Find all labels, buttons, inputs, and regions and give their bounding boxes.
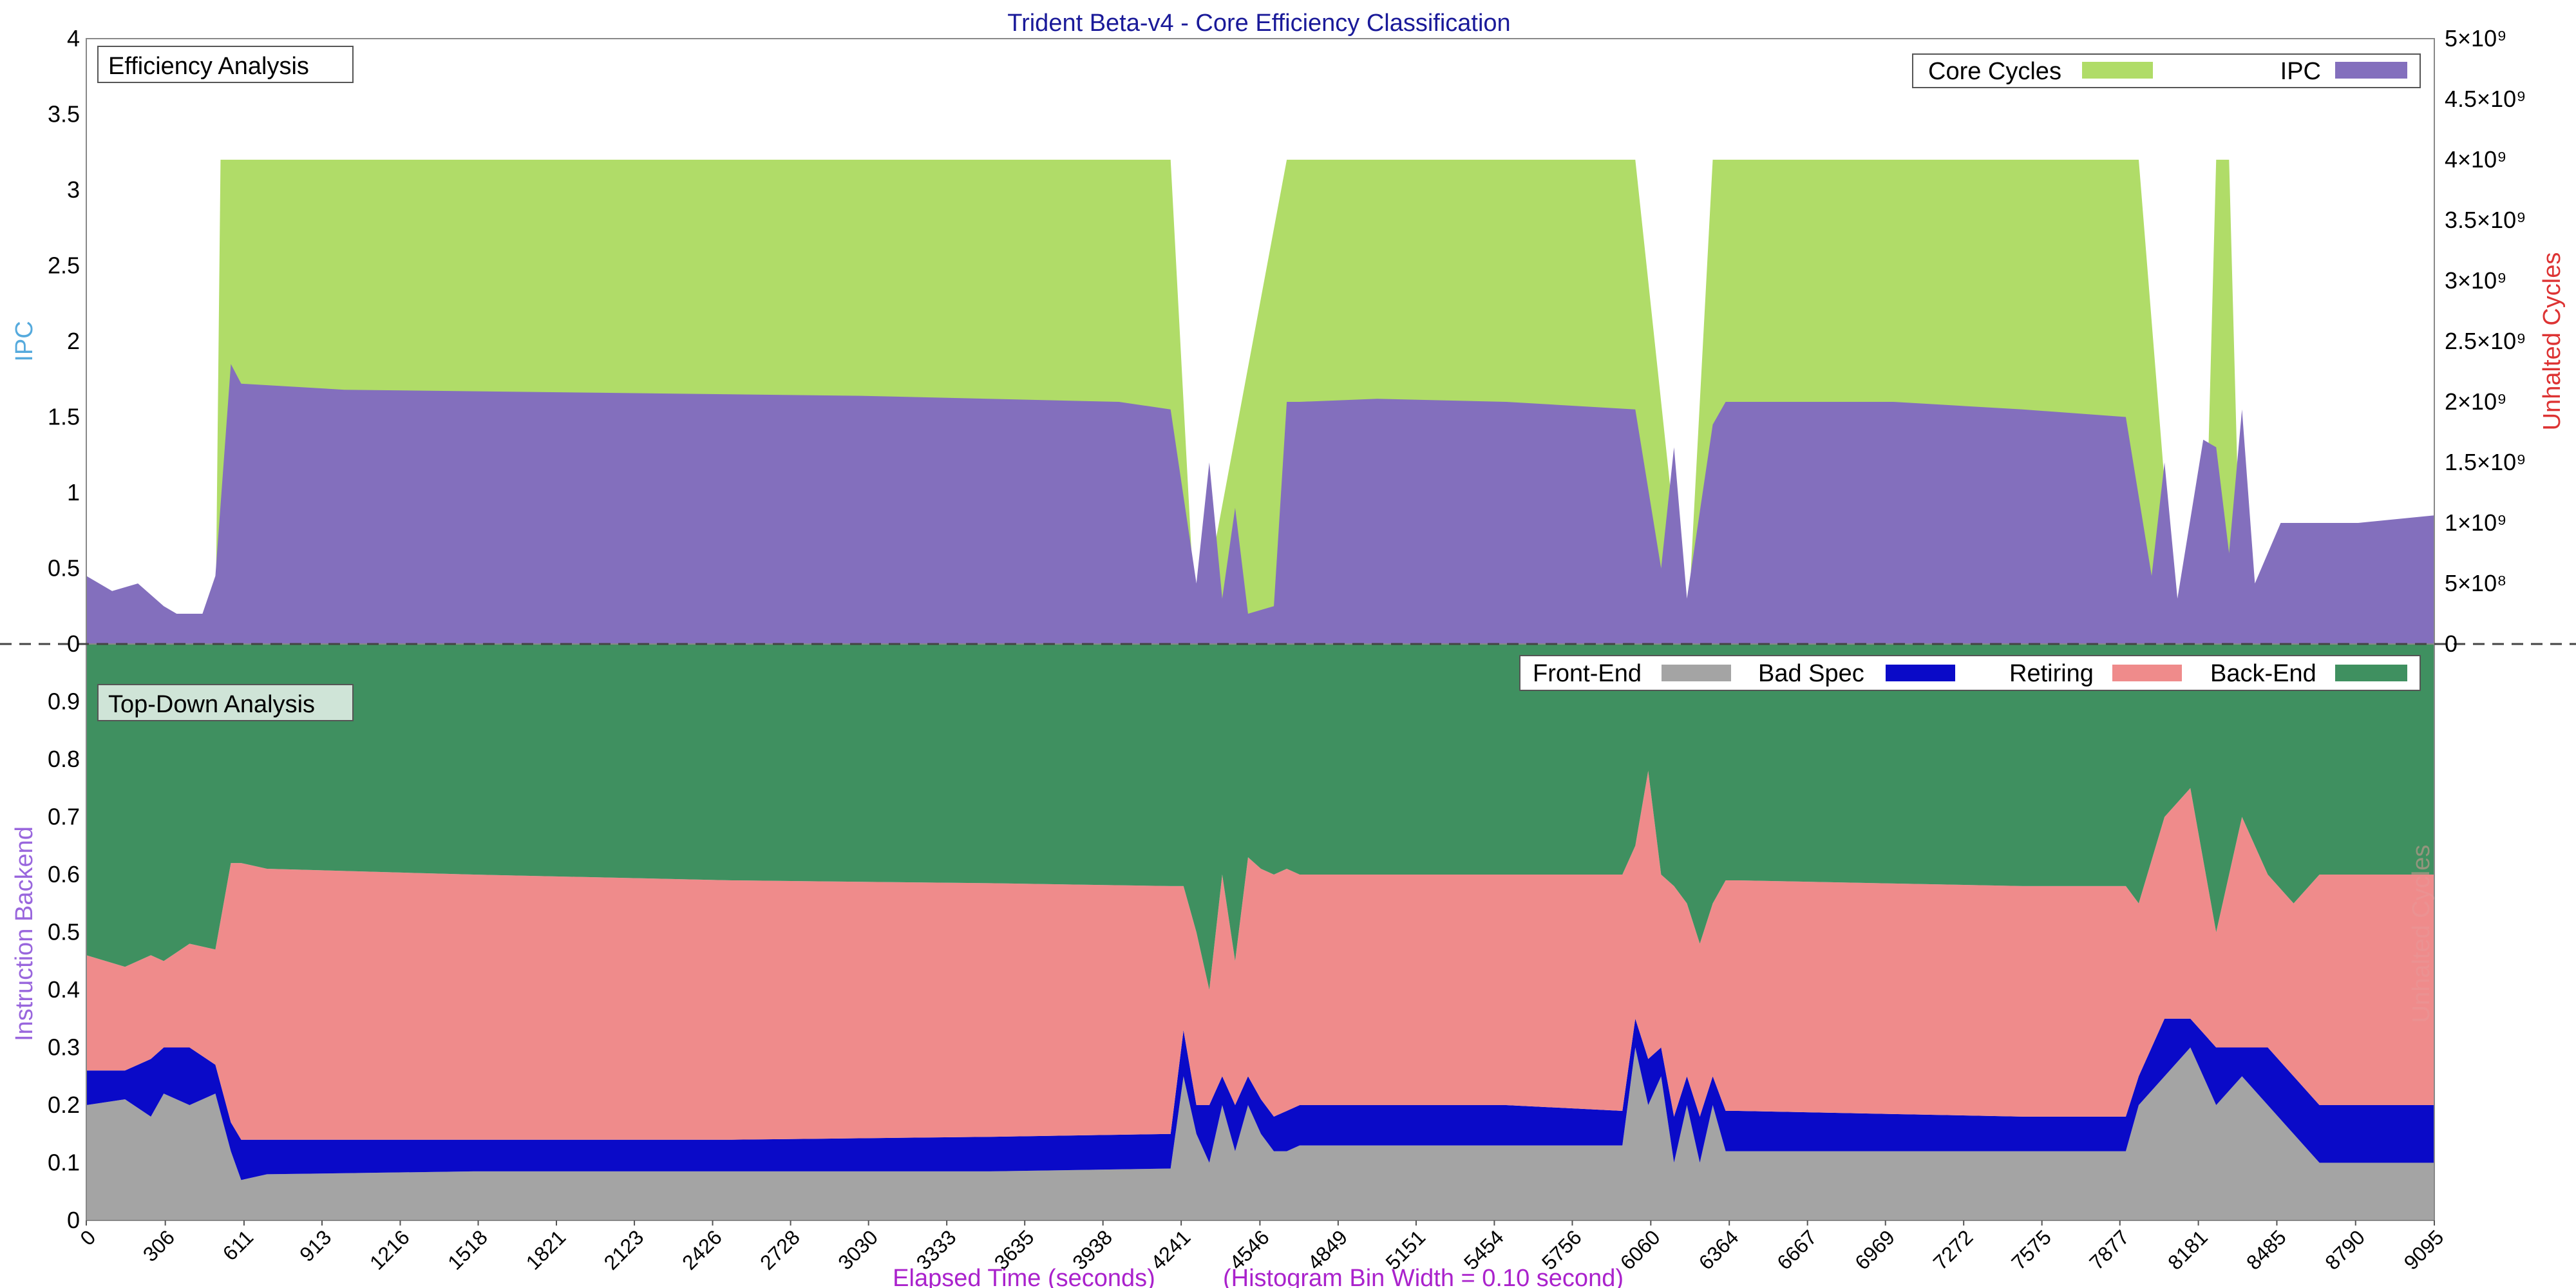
- ipc-tick-label: 2.5: [48, 252, 80, 279]
- cycles-axis-title: Unhalted Cycles: [2539, 252, 2566, 431]
- legend-label-core-cycles: Core Cycles: [1928, 58, 2061, 85]
- ipc-tick-label: 1.5: [48, 404, 80, 430]
- legend-swatch-ipc: [2335, 62, 2407, 79]
- cycles-tick-label: 1×10⁹: [2445, 509, 2507, 536]
- topdown-tick-label: 0.3: [48, 1034, 80, 1061]
- topdown-tick-label: 0.6: [48, 861, 80, 887]
- cycles-tick-label: 0: [2445, 630, 2458, 657]
- ipc-tick-label: 2: [67, 328, 80, 354]
- ipc-tick-label: 3.5: [48, 101, 80, 128]
- topdown-tick-label: 0.1: [48, 1150, 80, 1176]
- topdown-y2-axis-title: Unhalted Cycles: [2408, 845, 2435, 1023]
- area-back-end: [86, 644, 2434, 990]
- legend-swatch-core-cycles: [2082, 62, 2153, 79]
- ipc-tick-label: 3: [67, 176, 80, 203]
- cycles-tick-label: 5×10⁹: [2445, 25, 2507, 52]
- ipc-tick-label: 0: [67, 630, 80, 657]
- topdown-legend: Front-End Bad Spec Retiring Back-End: [1519, 655, 2421, 691]
- topdown-tick-label: 0: [67, 1207, 80, 1233]
- cycles-tick-label: 2×10⁹: [2445, 388, 2507, 415]
- cycles-tick-label: 4×10⁹: [2445, 146, 2507, 173]
- efficiency-series-layer: [86, 160, 2434, 644]
- ipc-tick-label: 4: [67, 25, 80, 52]
- cycles-tick-label: 5×10⁸: [2445, 570, 2506, 596]
- topdown-axis-title: Instruction Backend: [11, 826, 38, 1041]
- cycles-tick-label: 3×10⁹: [2445, 267, 2507, 294]
- ipc-axis-title: IPC: [11, 321, 38, 361]
- ipc-tick-label: 1: [67, 479, 80, 506]
- legend-label-front-end: Front-End: [1533, 660, 1642, 687]
- legend-swatch-bad-spec: [1886, 665, 1955, 681]
- cycles-tick-label: 4.5×10⁹: [2445, 86, 2526, 112]
- x-axis-title: Elapsed Time (seconds): [893, 1265, 1155, 1288]
- legend-label-ipc: IPC: [2280, 58, 2321, 85]
- legend-swatch-front-end: [1662, 665, 1731, 681]
- topdown-tick-label: 0.7: [48, 804, 80, 830]
- legend-label-retiring: Retiring: [2009, 660, 2094, 687]
- cycles-tick-label: 3.5×10⁹: [2445, 207, 2526, 233]
- topdown-series-layer: [86, 644, 2434, 1220]
- cycles-tick-label: 1.5×10⁹: [2445, 449, 2526, 475]
- legend-label-bad-spec: Bad Spec: [1758, 660, 1864, 687]
- topdown-tick-label: 0.5: [48, 919, 80, 945]
- chart-title: Trident Beta-v4 - Core Efficiency Classi…: [1007, 10, 1510, 37]
- efficiency-label-box: [97, 46, 354, 83]
- efficiency-label: Efficiency Analysis: [108, 53, 309, 80]
- legend-label-back-end: Back-End: [2210, 660, 2316, 687]
- area-ipc: [86, 364, 2434, 644]
- topdown-tick-label: 0.2: [48, 1092, 80, 1118]
- legend-swatch-retiring: [2112, 665, 2182, 681]
- cycles-tick-label: 2.5×10⁹: [2445, 328, 2526, 354]
- ipc-tick-label: 0.5: [48, 555, 80, 582]
- topdown-tick-label: 0.4: [48, 976, 80, 1003]
- x-axis-note: (Histogram Bin Width = 0.10 second): [1223, 1265, 1624, 1288]
- topdown-tick-label: 0.9: [48, 688, 80, 715]
- area-retiring: [86, 770, 2434, 1140]
- efficiency-legend: Core Cycles IPC: [1912, 53, 2421, 88]
- topdown-tick-label: 0.8: [48, 746, 80, 772]
- topdown-label: Top-Down Analysis: [108, 691, 315, 718]
- legend-swatch-back-end: [2335, 665, 2407, 681]
- area-front-end: [86, 1047, 2434, 1220]
- topdown-label-box: [97, 684, 354, 721]
